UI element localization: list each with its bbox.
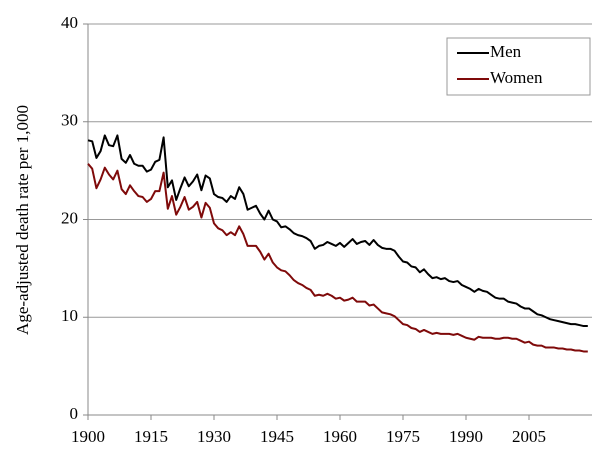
y-tick-label: 10 — [61, 306, 78, 325]
y-tick-label: 0 — [70, 404, 79, 423]
x-tick-label: 1990 — [449, 427, 483, 446]
series-line — [87, 134, 588, 328]
x-tick-label: 1915 — [134, 427, 168, 446]
x-tick-label: 1960 — [323, 427, 357, 446]
x-tick-label: 2005 — [512, 427, 546, 446]
y-axis-label: Age-adjusted death rate per 1,000 — [13, 105, 32, 335]
legend-label: Men — [490, 42, 522, 61]
x-tick-label: 1945 — [260, 427, 294, 446]
y-tick-label: 20 — [61, 208, 78, 227]
x-tick-label: 1930 — [197, 427, 231, 446]
legend-label: Women — [490, 68, 543, 87]
x-tick-label: 1975 — [386, 427, 420, 446]
x-tick-label: 1900 — [71, 427, 105, 446]
legend-box — [446, 37, 591, 96]
series-line — [87, 163, 588, 353]
y-tick-label: 30 — [61, 111, 78, 130]
y-tick-label: 40 — [61, 13, 78, 32]
